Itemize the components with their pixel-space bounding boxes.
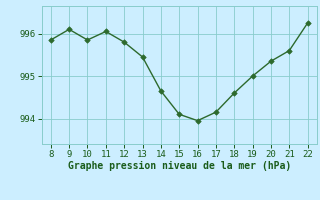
X-axis label: Graphe pression niveau de la mer (hPa): Graphe pression niveau de la mer (hPa) <box>68 161 291 171</box>
